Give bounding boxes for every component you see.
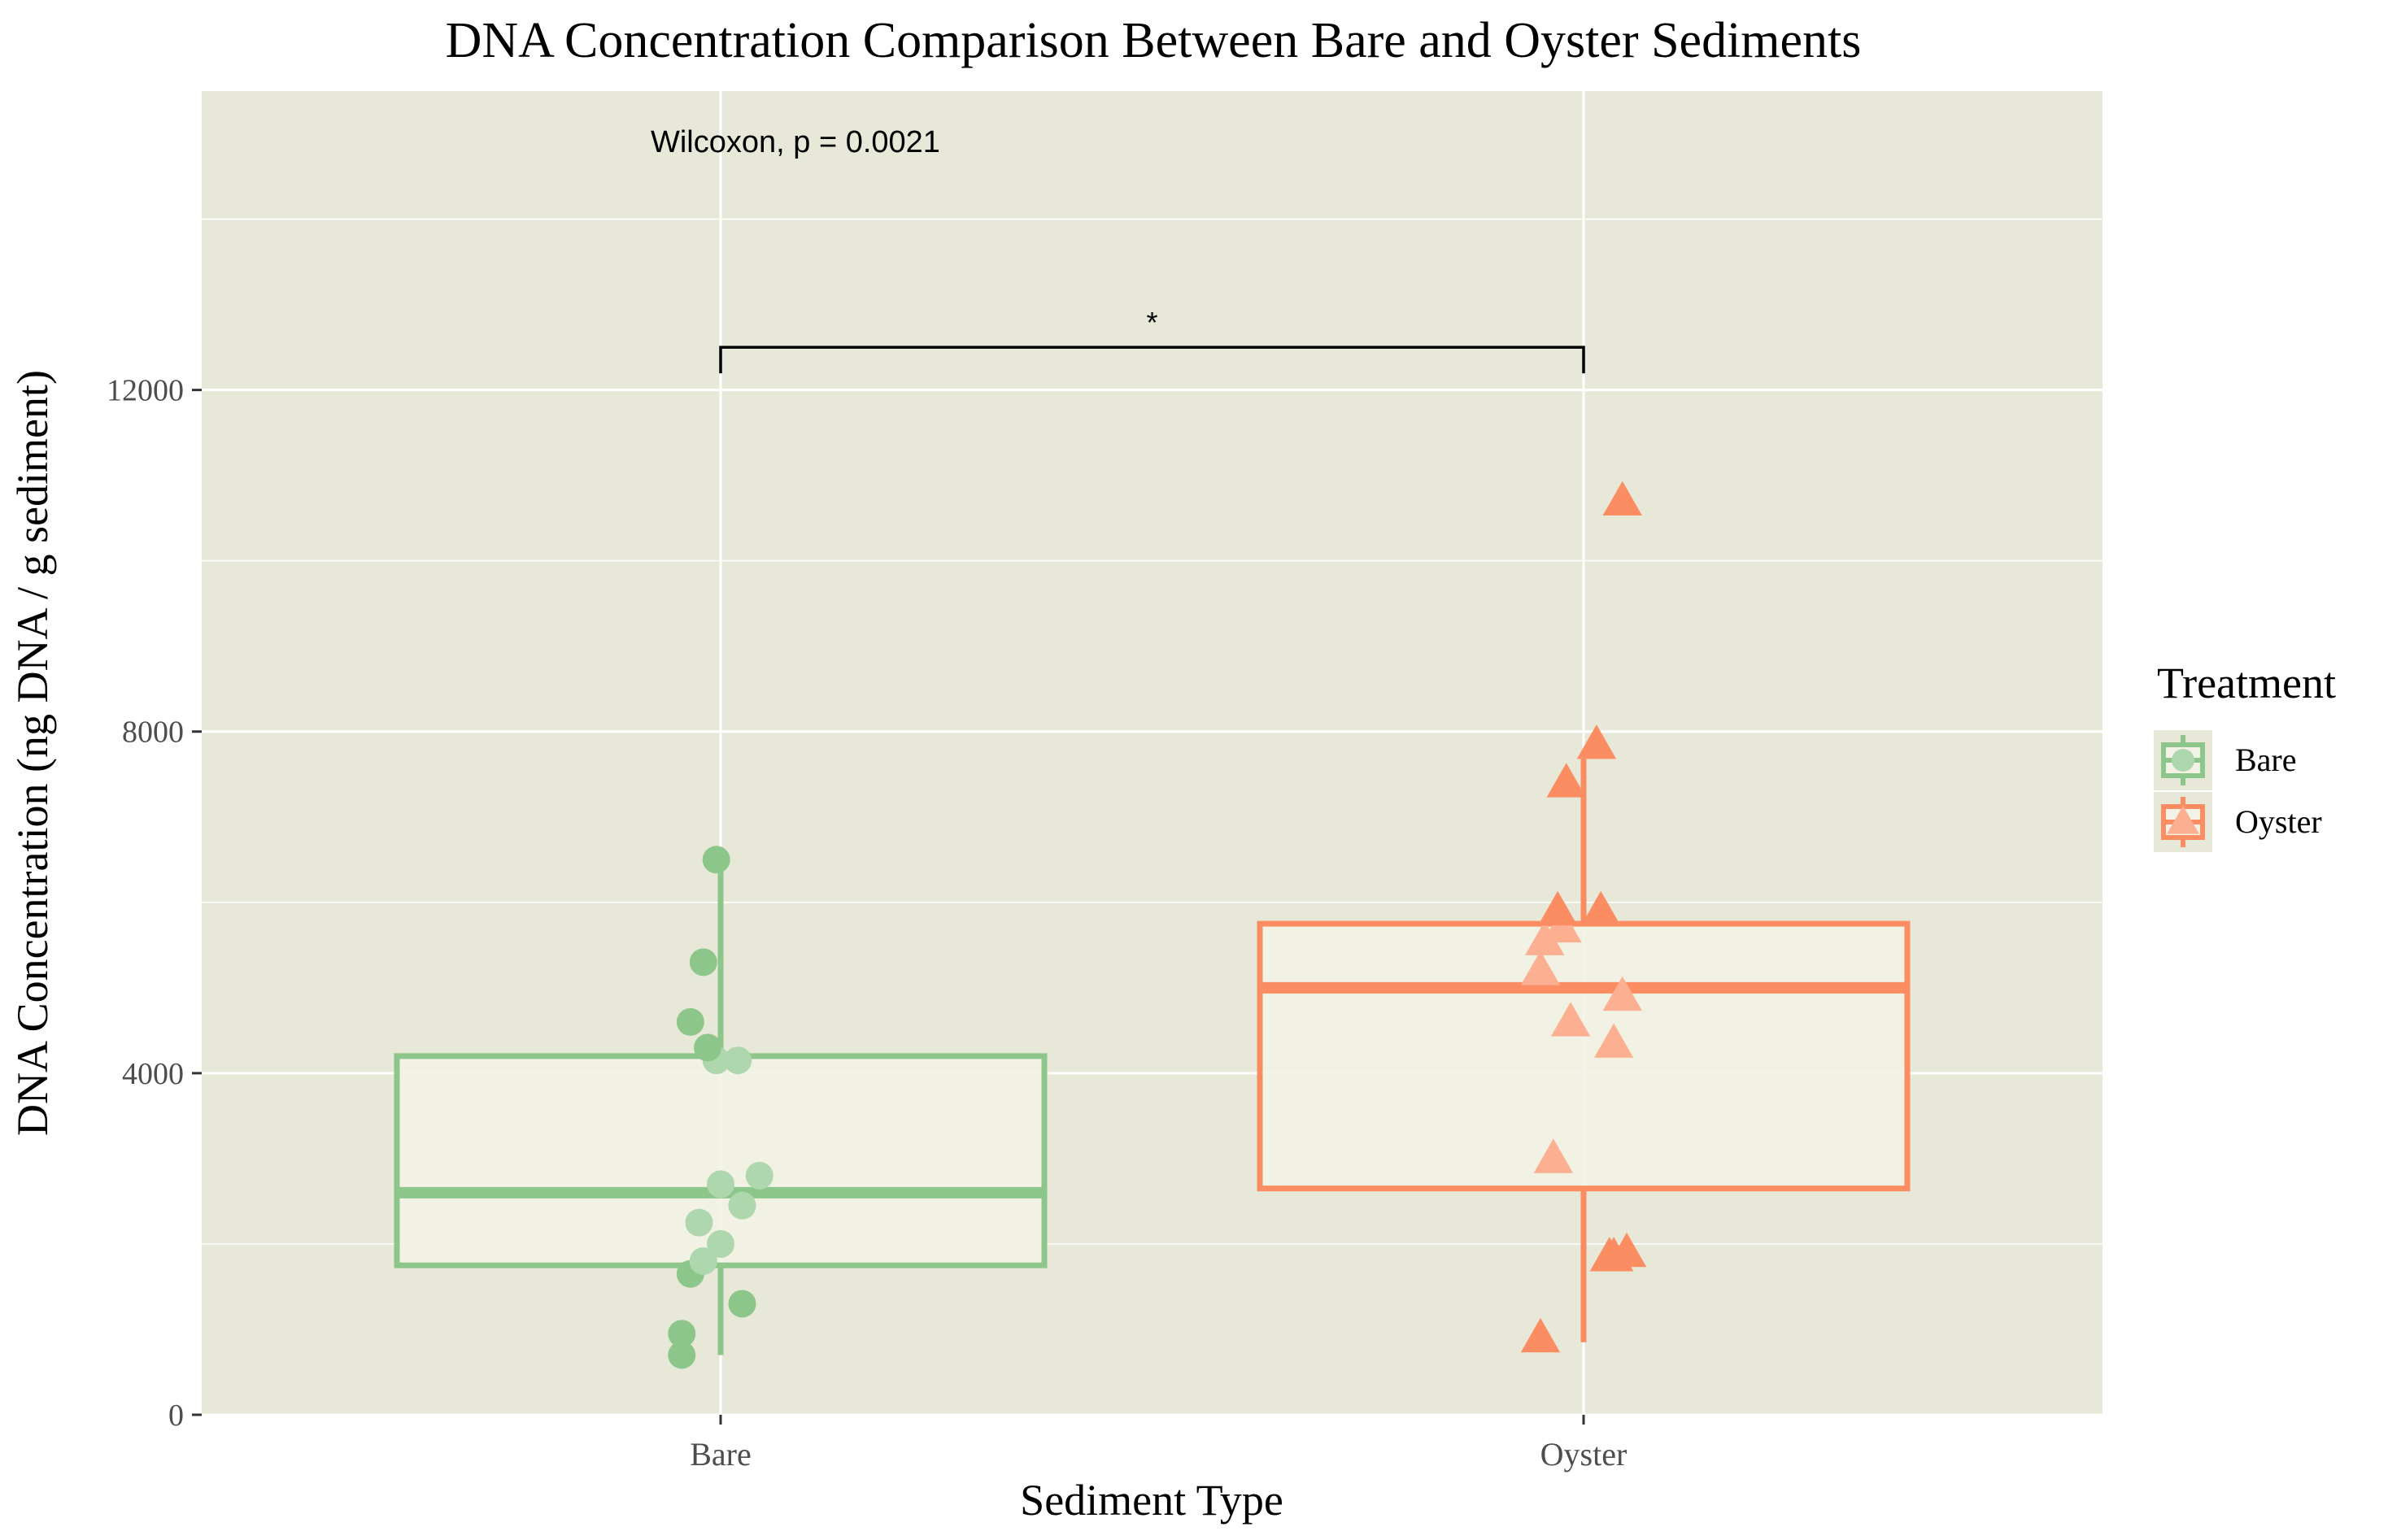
data-point <box>1520 951 1561 985</box>
data-point <box>689 948 717 977</box>
data-point <box>1576 724 1617 759</box>
legend: Treatment Bare Oyster <box>2154 659 2336 852</box>
data-point <box>1520 1317 1561 1353</box>
chart-title: DNA Concentration Comparison Between Bar… <box>446 13 1862 68</box>
legend-title: Treatment <box>2157 659 2336 707</box>
boxes <box>394 757 1911 1355</box>
x-axis: Bare Oyster <box>690 1415 1627 1473</box>
legend-key-marker <box>2172 749 2194 772</box>
y-axis: 0 4000 8000 12000 <box>107 374 202 1433</box>
data-point <box>668 1341 696 1369</box>
data-points <box>668 481 1647 1369</box>
y-tick-label: 4000 <box>122 1057 184 1091</box>
bracket-line <box>719 346 1585 374</box>
data-point <box>1581 890 1621 926</box>
data-point <box>1546 763 1586 798</box>
data-point <box>1537 890 1578 926</box>
x-axis-label: Sediment Type <box>1020 1476 1283 1525</box>
data-point <box>702 846 730 874</box>
data-point <box>685 1208 713 1237</box>
data-point <box>745 1161 773 1190</box>
data-point <box>724 1046 752 1075</box>
data-point <box>1593 1023 1634 1058</box>
data-point <box>676 1007 704 1036</box>
data-point <box>707 1229 734 1258</box>
data-point <box>1525 920 1565 955</box>
x-tick-label: Bare <box>690 1436 752 1473</box>
legend-label: Bare <box>2235 742 2297 778</box>
data-point <box>707 1170 734 1199</box>
y-tick-label: 12000 <box>107 374 184 408</box>
data-point <box>1533 1138 1574 1173</box>
data-point <box>668 1320 696 1348</box>
data-point <box>694 1033 722 1062</box>
box-iqr <box>1257 920 1911 1192</box>
x-tick-label: Oyster <box>1540 1436 1628 1473</box>
significance-label: * <box>1146 306 1157 339</box>
data-point <box>728 1191 756 1220</box>
data-point <box>1606 1232 1647 1268</box>
y-axis-label: DNA Concentration (ng DNA / g sediment) <box>8 370 57 1136</box>
stat-annotation: Wilcoxon, p = 0.0021 <box>651 125 940 159</box>
data-point <box>1602 976 1642 1011</box>
data-point <box>1550 1002 1591 1037</box>
y-tick-label: 0 <box>168 1399 184 1433</box>
legend-keys: Bare Oyster <box>2154 730 2322 852</box>
data-point <box>728 1290 756 1318</box>
data-point <box>689 1246 717 1275</box>
legend-key-marker <box>2167 805 2199 834</box>
legend-label: Oyster <box>2235 803 2322 840</box>
data-point <box>1602 481 1642 516</box>
y-tick-label: 8000 <box>122 716 184 750</box>
significance-bracket: * <box>719 306 1585 374</box>
